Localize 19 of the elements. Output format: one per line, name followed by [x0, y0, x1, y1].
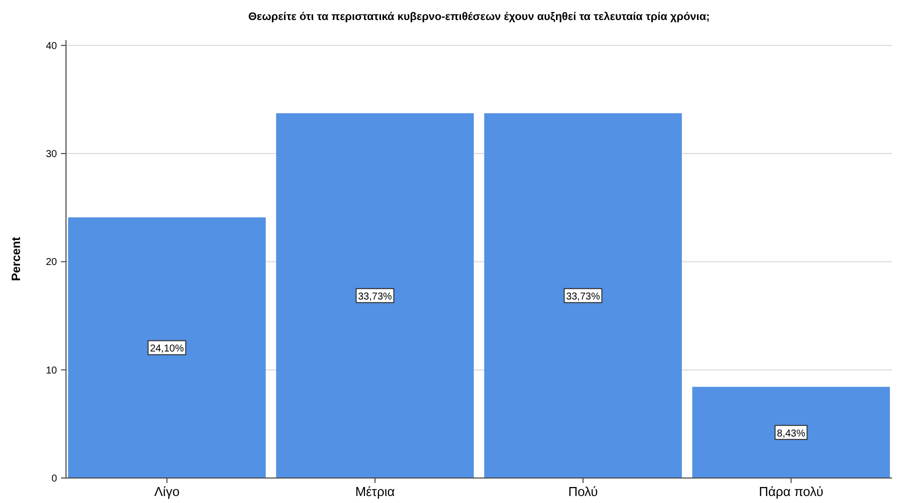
- data-label: 8,43%: [776, 428, 806, 440]
- data-label: 24,10%: [150, 344, 184, 355]
- bar: [68, 217, 266, 478]
- y-tick-label: 0: [51, 474, 58, 484]
- bar: [484, 113, 682, 478]
- data-label: 33,73%: [358, 292, 392, 303]
- chart-title: Θεωρείτε ότι τα περιστατικά κυβερνο-επιθέσεων έχουν αυξηθεί τα τελευταία τρία χρόνια;: [248, 11, 710, 23]
- bar: [276, 113, 474, 478]
- y-tick-label: 20: [46, 257, 58, 268]
- bar: [692, 386, 890, 478]
- y-tick-label: 10: [46, 365, 58, 376]
- x-tick-label: Πολύ: [568, 484, 598, 499]
- y-axis-title: Percent: [9, 236, 23, 282]
- x-tick-label: Λίγο: [154, 484, 180, 499]
- x-tick-label: Πάρα πολύ: [758, 484, 824, 499]
- y-tick-label: 40: [46, 40, 58, 52]
- x-tick-label: Μέτρια: [355, 484, 396, 499]
- y-tick-label: 30: [46, 149, 58, 160]
- data-label: 33,73%: [566, 292, 600, 303]
